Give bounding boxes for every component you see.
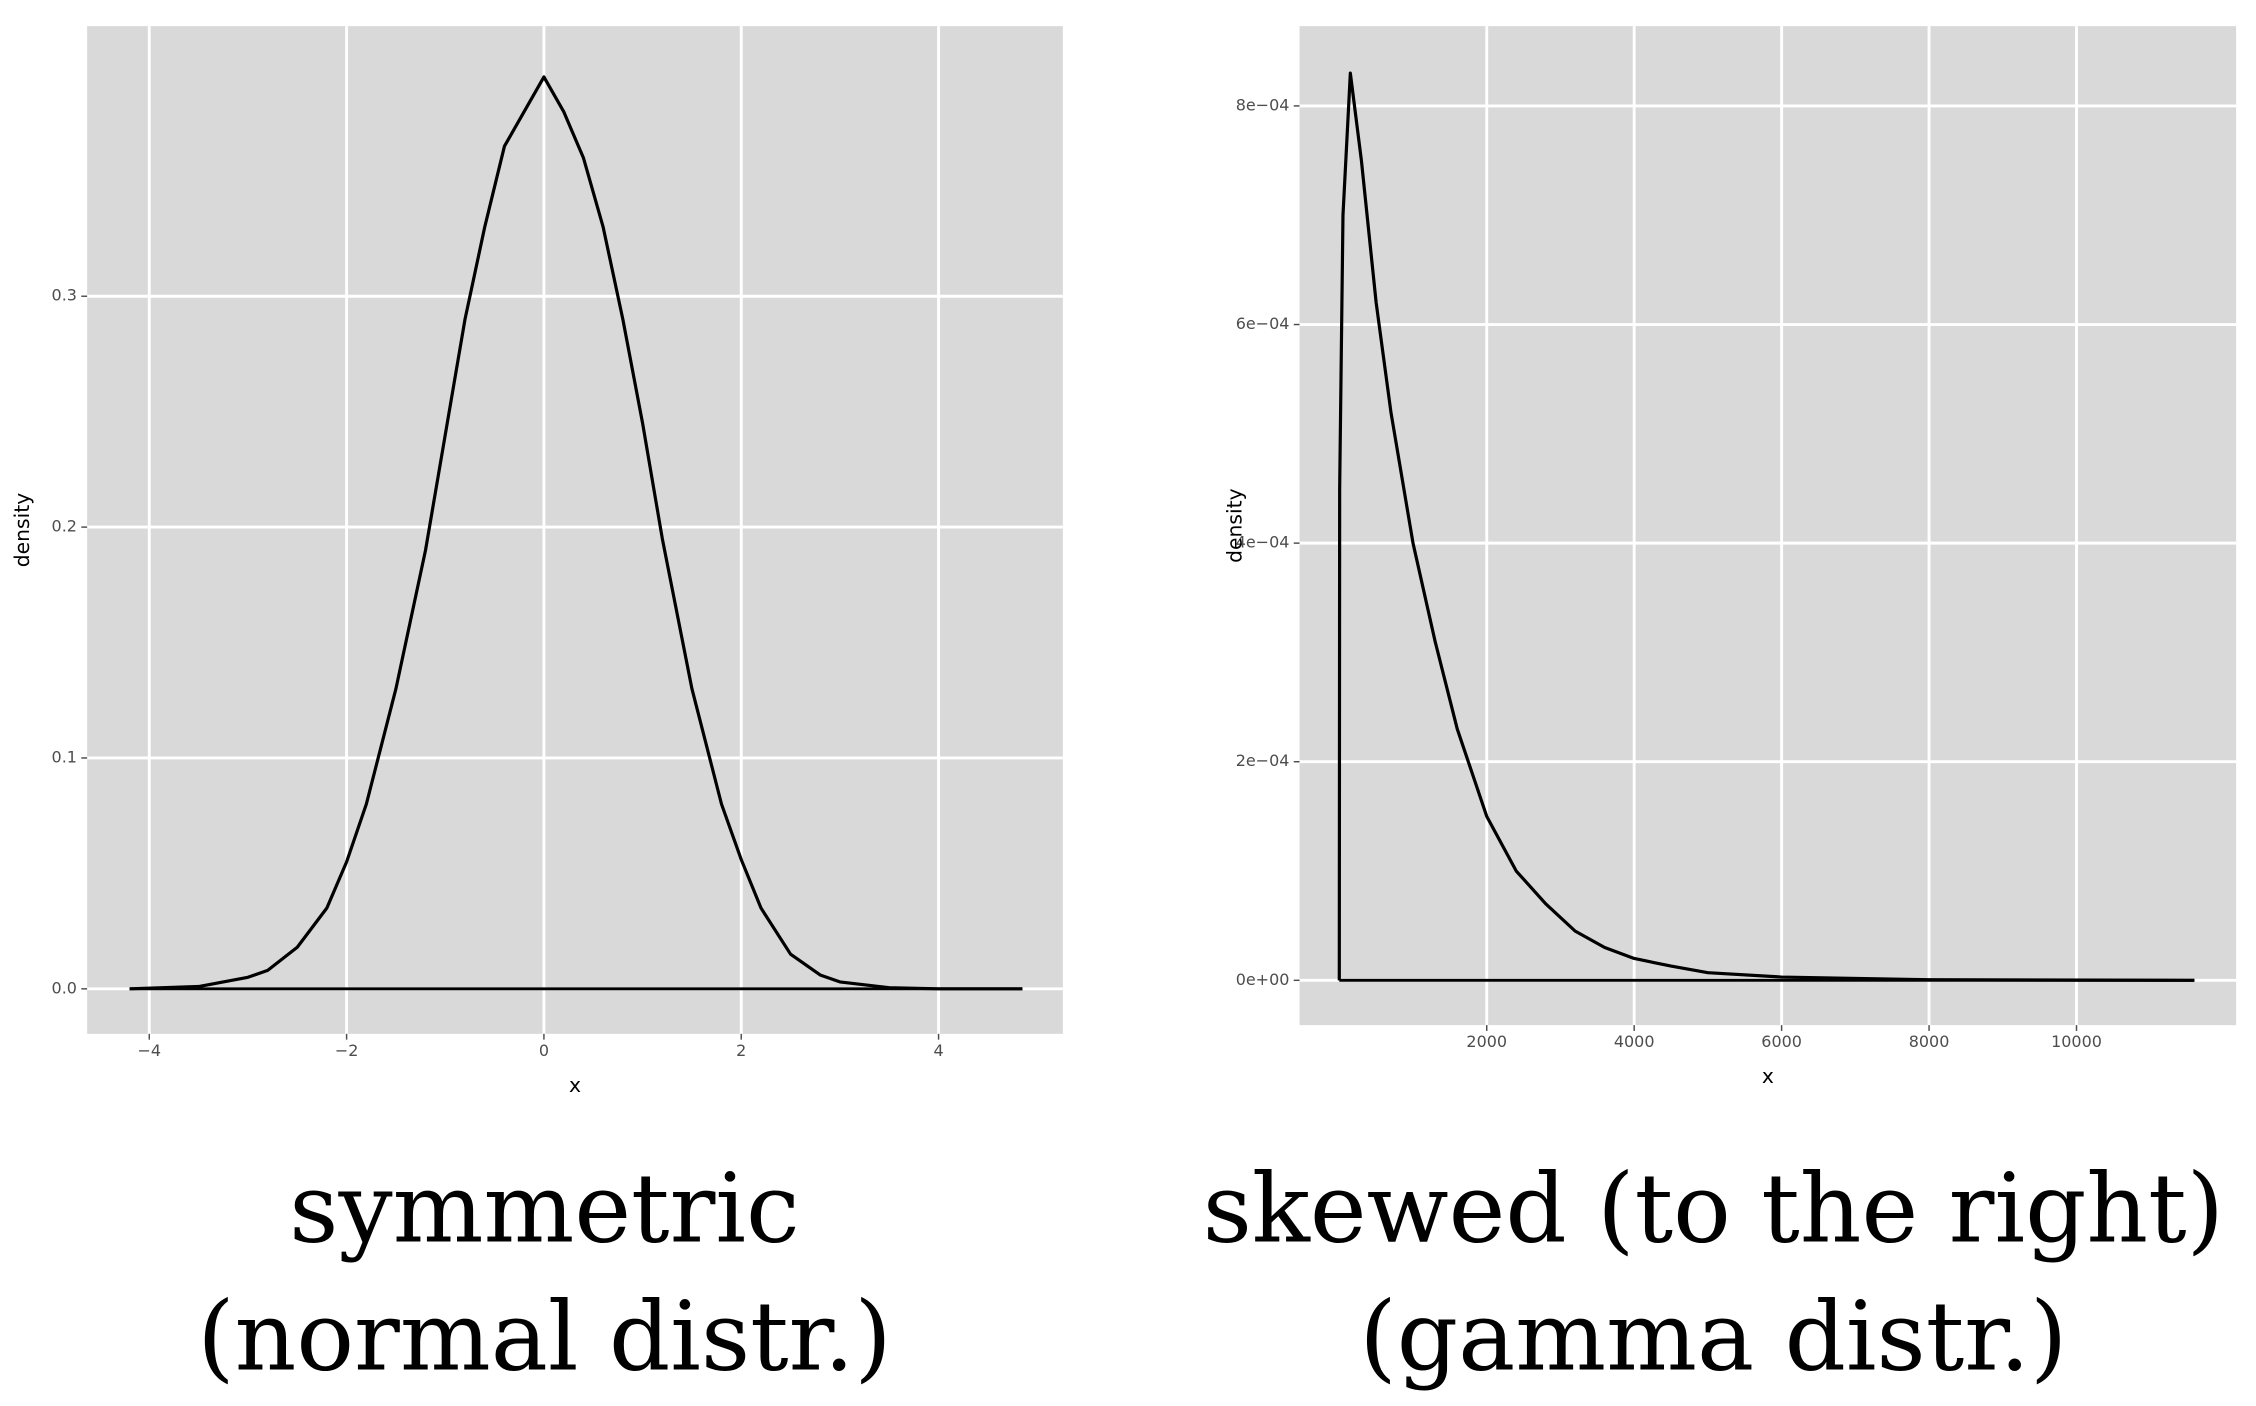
x-tick-label: 8000 (1909, 1032, 1950, 1051)
caption: (gamma distr.) (1359, 1280, 2067, 1392)
density-line (129, 75, 1023, 991)
x-tick-label: 6000 (1761, 1032, 1802, 1051)
plot-panel (87, 26, 1063, 1034)
caption: symmetric (289, 1152, 799, 1264)
caption: skewed (to the right) (1203, 1152, 2224, 1264)
y-tick-label: 8e−04 (1236, 95, 1290, 114)
y-tick-label: 6e−04 (1236, 314, 1290, 333)
x-tick-label: −2 (335, 1041, 359, 1060)
density-line (1337, 71, 2195, 982)
x-tick-label: 2 (736, 1041, 746, 1060)
x-tick-label: 0 (539, 1041, 549, 1060)
x-tick-label: 4 (933, 1041, 943, 1060)
x-axis-title: x (569, 1073, 581, 1097)
x-tick-label: 2000 (1466, 1032, 1507, 1051)
x-tick-label: 10000 (2051, 1032, 2102, 1051)
y-tick-label: 0.3 (52, 286, 77, 305)
y-axis-title: density (1222, 488, 1246, 562)
y-tick-label: 0e+00 (1236, 970, 1290, 989)
y-tick-label: 0.1 (52, 747, 77, 766)
y-tick-label: 0.0 (52, 978, 77, 997)
caption: (normal distr.) (197, 1280, 892, 1392)
x-tick-label: −4 (138, 1041, 162, 1060)
y-tick-label: 2e−04 (1236, 751, 1290, 770)
y-tick-label: 0.2 (52, 517, 77, 536)
plot-panel (1299, 26, 2237, 1026)
y-tick-label: 4e−04 (1236, 533, 1290, 552)
x-axis-title: x (1762, 1064, 1774, 1088)
y-axis-title: density (10, 493, 34, 567)
x-tick-label: 4000 (1614, 1032, 1655, 1051)
